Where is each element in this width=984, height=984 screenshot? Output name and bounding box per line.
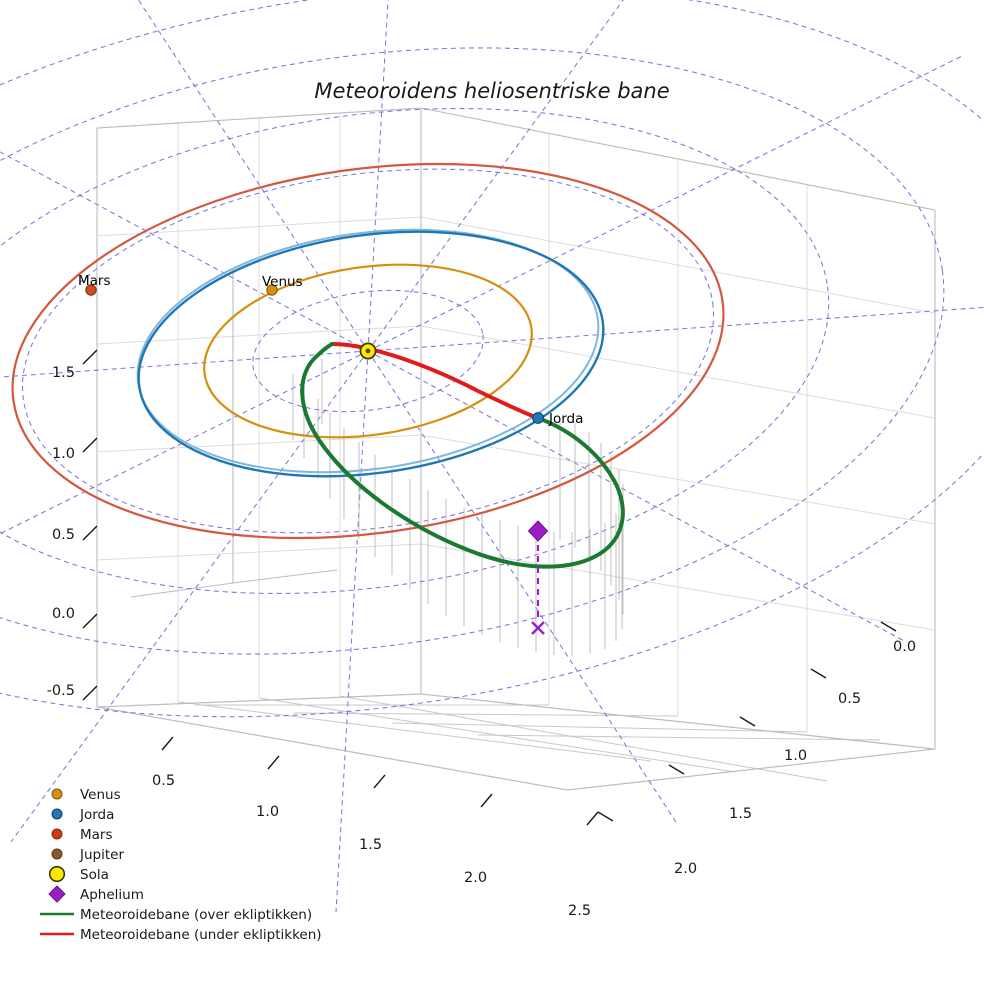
page-title: Meteoroidens heliosentriske bane <box>314 79 669 103</box>
legend-label-mars: Mars <box>80 827 113 843</box>
ecliptic-polar-grid <box>0 0 984 913</box>
venus-marker[interactable] <box>266 284 278 296</box>
z-tick-1: 1.0 <box>52 446 75 462</box>
label-mars: Mars <box>78 273 111 289</box>
z-tick-2: 0.5 <box>52 527 75 543</box>
y-axis-ticks: 0.0 0.5 1.0 1.5 2.0 <box>597 621 916 877</box>
label-venus: Venus <box>262 274 303 290</box>
legend-label-aphelium: Aphelium <box>80 887 144 903</box>
y-tick-4: 2.0 <box>674 861 697 877</box>
box-wireframe <box>96 107 936 791</box>
legend-swatch-sola <box>48 865 66 883</box>
orbit-mars <box>11 162 725 540</box>
x-tick-1: 1.0 <box>256 804 279 820</box>
y-tick-3: 1.5 <box>729 806 752 822</box>
sun-core <box>365 348 371 354</box>
orbit-drop-stems <box>292 359 624 656</box>
mars-marker[interactable] <box>85 284 97 296</box>
x-axis-ticks: 0.5 1.0 1.5 2.0 2.5 <box>152 736 599 919</box>
z-tick-0: 1.5 <box>52 365 75 381</box>
legend-label-jupiter: Jupiter <box>79 847 124 863</box>
y-tick-0: 0.0 <box>893 639 916 655</box>
point-annotations: Mars Venus Jorda <box>78 273 583 427</box>
orbit-jupiter-visible-arc <box>878 914 968 948</box>
x-tick-2: 1.5 <box>359 837 382 853</box>
aphelium-projection-x <box>531 621 545 635</box>
legend-swatch-aphelium <box>48 885 66 903</box>
z-tick-4: -0.5 <box>47 683 75 699</box>
x-tick-4: 2.5 <box>568 903 591 919</box>
x-tick-3: 2.0 <box>464 870 487 886</box>
celestial-markers <box>85 284 549 635</box>
orbit-venus <box>203 263 533 439</box>
jorda-marker[interactable] <box>532 412 544 424</box>
x-tick-0: 0.5 <box>152 773 175 789</box>
legend: Venus Jorda Mars Jupiter Sola Aphelium M… <box>40 787 322 943</box>
z-axis-ticks: 1.5 1.0 0.5 0.0 -0.5 <box>47 349 98 701</box>
legend-label-sola: Sola <box>80 867 109 883</box>
legend-swatch-venus <box>51 788 63 800</box>
y-tick-1: 0.5 <box>838 691 861 707</box>
legend-swatch-jorda <box>51 808 63 820</box>
legend-swatch-mars <box>51 828 63 840</box>
legend-label-jorda: Jorda <box>79 807 114 823</box>
aphelium-marker[interactable] <box>527 520 549 542</box>
legend-label-meteoroid-above: Meteoroidebane (over ekliptikken) <box>80 907 312 923</box>
axes-panes <box>96 107 936 791</box>
y-tick-2: 1.0 <box>784 748 807 764</box>
legend-label-meteoroid-below: Meteoroidebane (under ekliptikken) <box>80 927 322 943</box>
legend-label-venus: Venus <box>80 787 121 803</box>
legend-swatch-jupiter <box>51 848 63 860</box>
meteoroid-orbit-above-ecliptic <box>300 342 625 569</box>
z-tick-3: 0.0 <box>52 606 75 622</box>
orbit-jorda <box>137 230 605 478</box>
label-jorda: Jorda <box>548 411 583 427</box>
